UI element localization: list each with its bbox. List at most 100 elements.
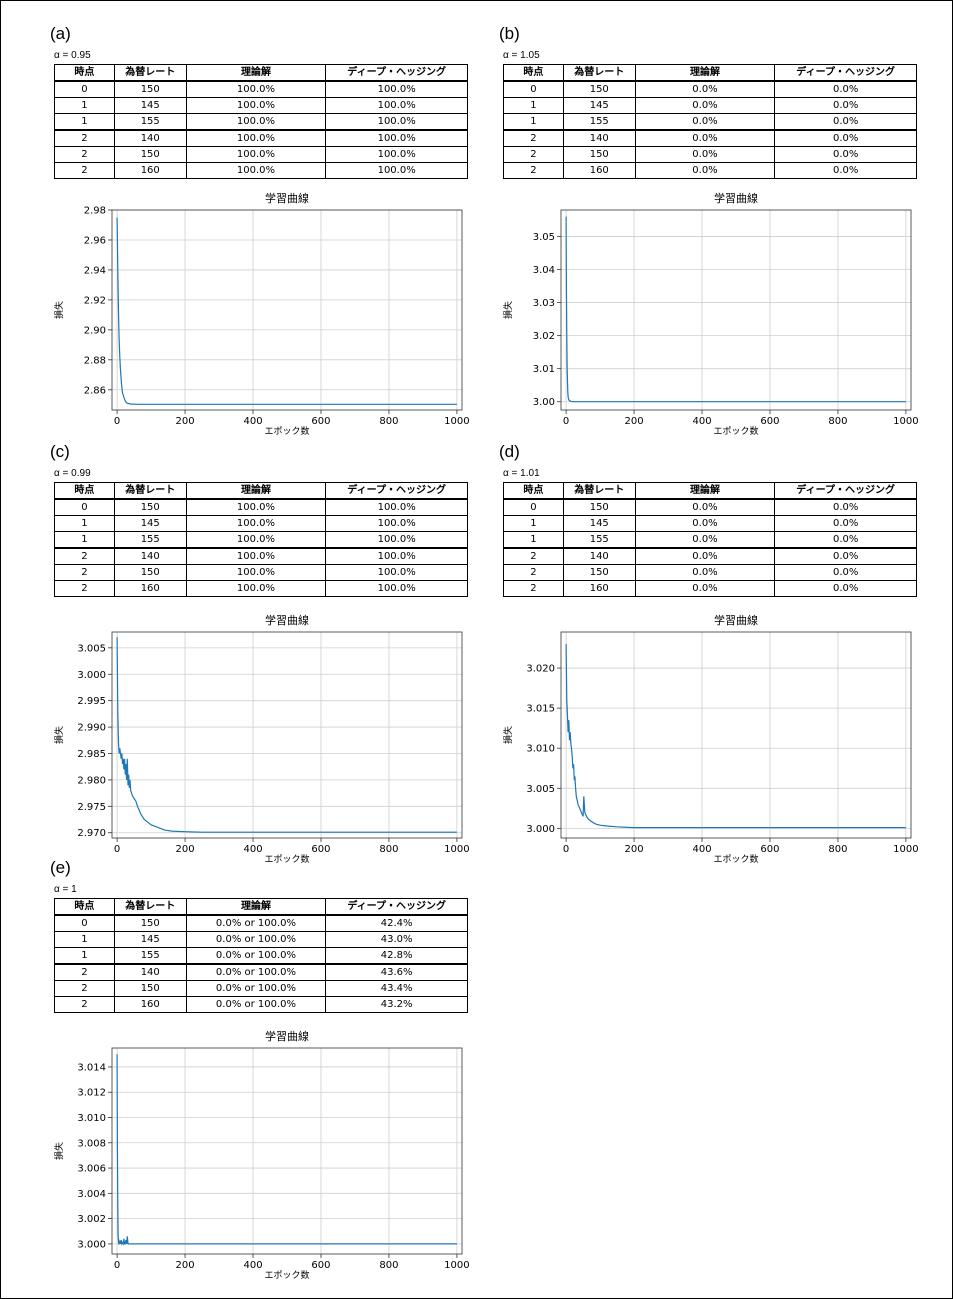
table-cell: 145	[113, 515, 187, 532]
column-header: 時点	[503, 64, 564, 82]
table-cell: 0.0% or 100.0%	[185, 914, 327, 932]
table-cell: 0.0%	[634, 162, 776, 179]
x-tick-label: 800	[379, 1260, 398, 1271]
table-cell: 140	[562, 547, 636, 565]
table-cell: 100.0%	[185, 129, 327, 147]
table-cell: 100.0%	[185, 515, 327, 532]
y-tick-label: 2.985	[77, 749, 106, 760]
table-cell: 0.0%	[634, 129, 776, 147]
table-cell: 0.0%	[774, 580, 917, 597]
table-cell: 0.0% or 100.0%	[185, 931, 327, 948]
y-tick-label: 2.990	[77, 723, 106, 734]
y-tick-label: 3.02	[533, 331, 555, 342]
table-cell: 0.0%	[774, 515, 917, 532]
column-header: 為替レート	[562, 64, 636, 82]
table-cell: 145	[113, 931, 187, 948]
table-cell: 0.0%	[634, 531, 776, 549]
plot-area-frame	[560, 209, 912, 411]
x-axis-label: エポック数	[713, 425, 758, 437]
table-cell: 2	[503, 129, 564, 147]
table-cell: 0.0%	[774, 162, 917, 179]
x-tick-label: 800	[379, 416, 398, 427]
table-row: 2 160 100.0% 100.0%	[54, 162, 468, 179]
x-tick-label: 1000	[893, 844, 918, 855]
table-cell: 0.0%	[774, 146, 917, 163]
x-tick-label: 200	[625, 416, 644, 427]
table-row: 1 145 0.0% or 100.0% 43.0%	[54, 931, 468, 948]
table-cell: 43.0%	[325, 931, 468, 948]
table-row: 2 150 0.0% 0.0%	[503, 146, 917, 163]
x-tick-label: 600	[311, 844, 330, 855]
table-cell: 1	[503, 515, 564, 532]
table-cell: 2	[54, 129, 115, 147]
y-tick-label: 3.012	[77, 1088, 106, 1099]
table-cell: 145	[562, 97, 636, 114]
table-cell: 100.0%	[325, 97, 468, 114]
table-row: 1 145 100.0% 100.0%	[54, 515, 468, 532]
table-cell: 43.4%	[325, 980, 468, 997]
table-cell: 0.0% or 100.0%	[185, 963, 327, 981]
column-header: ディープ・ヘッジング	[325, 898, 468, 916]
panel-label: (e)	[50, 858, 71, 877]
table-cell: 100.0%	[185, 498, 327, 516]
y-tick-label: 3.006	[77, 1164, 106, 1175]
table-cell: 2	[503, 162, 564, 179]
result-table: 時点 為替レート 理論解 ディープ・ヘッジング 0 150 0.0% 0.0% 1 145 0.0%…	[503, 482, 917, 597]
y-tick-label: 3.010	[526, 744, 555, 755]
table-cell: 100.0%	[325, 547, 468, 565]
table-cell: 100.0%	[185, 80, 327, 98]
learning-curve-chart: 学習曲線 0 200 400 600 800 1000 2.86 2.88 2.90 2.92 2.9…	[53, 191, 470, 437]
table-cell: 160	[562, 162, 636, 179]
chart-title: 学習曲線	[714, 191, 758, 205]
y-tick-label: 2.90	[84, 325, 106, 336]
alpha-label: α = 1	[54, 884, 77, 895]
table-cell: 1	[54, 515, 115, 532]
table-cell: 43.6%	[325, 963, 468, 981]
x-tick-label: 400	[692, 416, 711, 427]
table-row: 2 160 0.0% 0.0%	[503, 162, 917, 179]
x-axis-label: エポック数	[264, 425, 309, 437]
y-tick-label: 3.020	[526, 664, 555, 675]
table-cell: 145	[113, 97, 187, 114]
table-cell: 100.0%	[185, 547, 327, 565]
y-tick-label: 2.94	[84, 265, 106, 276]
table-cell: 0.0%	[774, 80, 917, 98]
table-header-row: 時点 為替レート 理論解 ディープ・ヘッジング	[54, 898, 468, 916]
table-cell: 150	[562, 146, 636, 163]
y-axis-label: 損失	[53, 726, 65, 744]
table-cell: 100.0%	[325, 580, 468, 597]
table-cell: 1	[54, 947, 115, 965]
table-cell: 150	[562, 498, 636, 516]
table-row: 1 155 100.0% 100.0%	[54, 531, 468, 549]
table-cell: 100.0%	[325, 129, 468, 147]
plot-area-frame	[111, 1047, 463, 1255]
table-cell: 0.0%	[634, 580, 776, 597]
table-row: 2 150 0.0% 0.0%	[503, 564, 917, 581]
table-cell: 0.0%	[634, 564, 776, 581]
table-row: 0 150 100.0% 100.0%	[54, 80, 468, 98]
x-tick-label: 200	[176, 1260, 195, 1271]
y-tick-label: 3.01	[533, 364, 555, 375]
loss-curve-line	[116, 637, 457, 833]
table-row: 1 145 100.0% 100.0%	[54, 97, 468, 114]
table-cell: 42.8%	[325, 947, 468, 965]
x-tick-label: 0	[114, 1260, 120, 1271]
panel-label: (a)	[50, 24, 71, 43]
table-cell: 145	[562, 515, 636, 532]
alpha-label: α = 0.95	[54, 50, 91, 61]
table-cell: 155	[562, 113, 636, 131]
column-header: ディープ・ヘッジング	[774, 482, 917, 500]
table-cell: 0.0% or 100.0%	[185, 996, 327, 1013]
table-cell: 150	[113, 146, 187, 163]
x-tick-label: 600	[311, 1260, 330, 1271]
table-cell: 140	[113, 963, 187, 981]
y-tick-label: 3.014	[77, 1062, 106, 1073]
x-tick-label: 1000	[444, 1260, 469, 1271]
table-cell: 2	[54, 980, 115, 997]
y-tick-label: 2.96	[84, 235, 106, 246]
x-tick-label: 400	[692, 844, 711, 855]
table-row: 2 140 100.0% 100.0%	[54, 547, 468, 565]
column-header: 理論解	[185, 898, 327, 916]
column-header: 時点	[54, 482, 115, 500]
table-cell: 150	[562, 564, 636, 581]
